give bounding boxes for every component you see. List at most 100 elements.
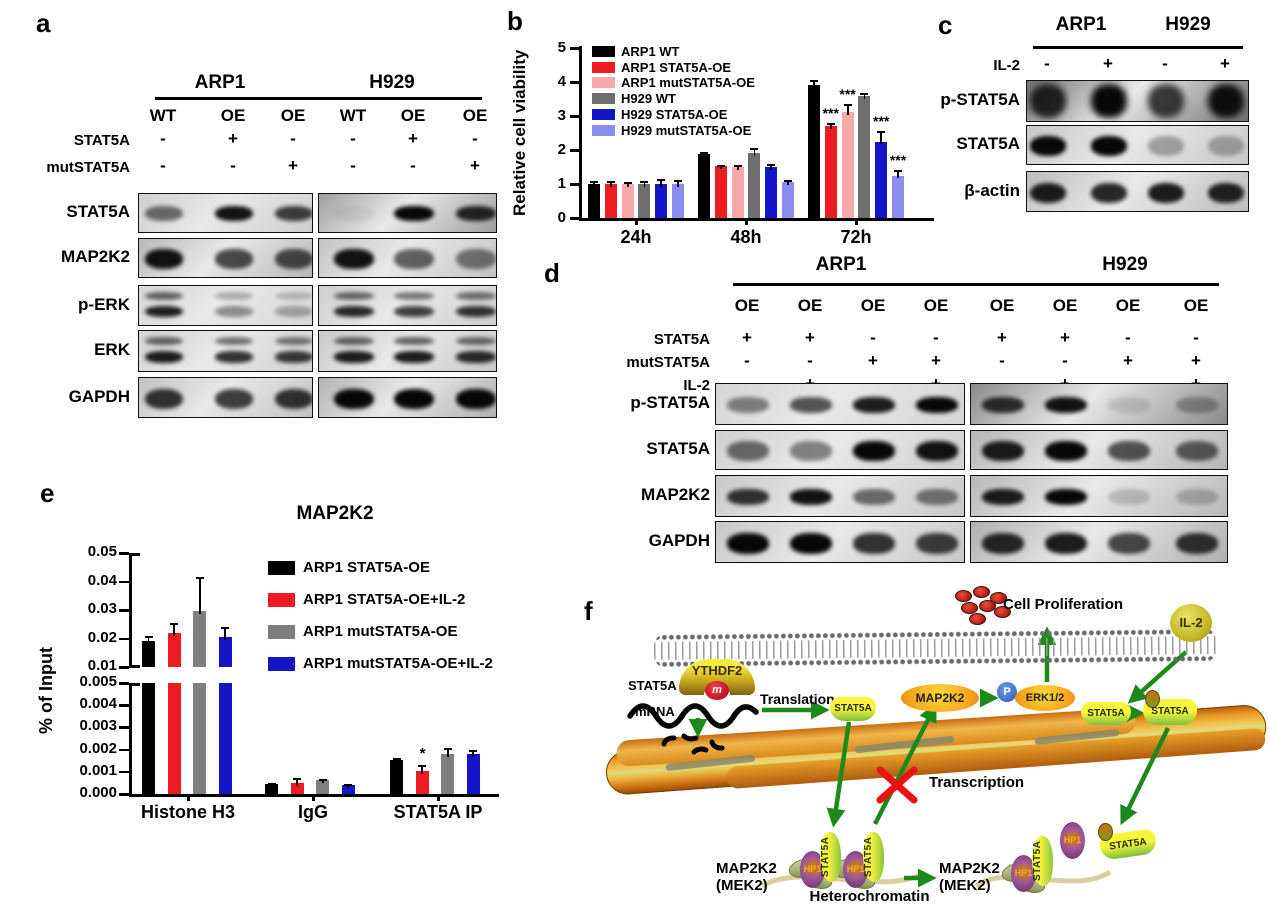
error-bar-cap <box>640 180 649 183</box>
lane-label: OE <box>1052 296 1078 315</box>
blot-label: p-STAT5A <box>630 393 710 412</box>
error-bar-stem <box>446 748 449 758</box>
blot-box <box>138 377 313 418</box>
y-tick <box>119 666 129 669</box>
cell-icon <box>979 600 996 612</box>
error-bar-cap <box>221 627 230 630</box>
blot-band <box>214 336 254 346</box>
blot-band <box>916 441 958 462</box>
stat5a-to-nucleus-arrow <box>826 721 852 828</box>
blot-band <box>214 291 254 300</box>
blot-box <box>1026 171 1249 212</box>
condition-symbol: - <box>744 351 750 370</box>
error-bar-cap <box>392 758 401 761</box>
legend-swatch <box>268 593 295 607</box>
stat5a-gene-label: STAT5A <box>628 678 677 693</box>
blot-band <box>1207 136 1245 157</box>
error-bar-stem <box>610 180 612 187</box>
blot-band <box>274 206 312 222</box>
blot-label: MAP2K2 <box>61 247 130 266</box>
condition-label: IL-2 <box>683 377 710 394</box>
blot-band <box>727 396 769 413</box>
legend-swatch <box>592 108 615 120</box>
bar <box>824 126 837 218</box>
map2k2-label-line2: (MEK2) <box>939 877 991 895</box>
heterochromatin-label: Heterochromatin <box>809 888 930 905</box>
blot-band <box>727 488 769 505</box>
y-tick-label: 4 <box>557 73 566 90</box>
y-tick <box>570 217 579 220</box>
blot-band <box>1175 488 1219 505</box>
blot-band <box>1147 182 1185 204</box>
blot-label: MAP2K2 <box>641 485 710 504</box>
legend-label: ARP1 mutSTAT5A-OE <box>303 623 458 640</box>
blot-band <box>1044 532 1088 554</box>
blot-box <box>715 383 965 425</box>
blot-box <box>970 383 1228 425</box>
error-bar-stem <box>296 778 298 786</box>
blot-band <box>274 249 312 270</box>
error-bar-cap <box>843 104 852 107</box>
error-bar-stem <box>347 784 350 788</box>
x-axis-line <box>579 218 934 221</box>
y-tick-label: 0.002 <box>79 739 117 757</box>
bar <box>441 754 455 794</box>
x-tick <box>186 794 190 801</box>
error-bar-stem <box>770 163 773 170</box>
condition-symbol: + <box>1123 351 1133 370</box>
error-bar-stem <box>472 749 475 758</box>
blot-band <box>144 206 184 222</box>
blot-band <box>394 388 434 410</box>
condition-symbol: - <box>472 129 478 148</box>
blot-band <box>456 305 496 318</box>
condition-symbol: + <box>997 328 1007 347</box>
blot-label: STAT5A <box>66 202 130 221</box>
error-bar-cap <box>810 80 818 83</box>
blot-band <box>214 249 254 270</box>
y-tick <box>570 81 579 84</box>
error-bar-stem <box>643 180 646 187</box>
blot-band <box>1044 441 1088 462</box>
header-underline <box>733 283 1219 286</box>
lane-label: OE <box>860 296 886 315</box>
blot-box <box>318 193 497 233</box>
blot-band <box>727 441 769 462</box>
error-bar-cap <box>418 765 427 768</box>
x-tick <box>744 218 748 225</box>
significance-stars: * <box>419 745 426 763</box>
condition-label: STAT5A <box>73 132 130 149</box>
blot-band <box>727 532 769 554</box>
blot-box <box>970 521 1228 563</box>
condition-symbol: - <box>290 129 296 148</box>
lane-label: OE <box>989 296 1015 315</box>
legend-swatch <box>592 61 615 73</box>
error-bar-cap <box>877 130 886 133</box>
error-bar-stem <box>787 179 789 186</box>
x-category-label: 48h <box>730 227 762 247</box>
condition-label: IL-2 <box>993 57 1020 74</box>
error-bar-stem <box>270 782 273 787</box>
bar <box>731 167 744 218</box>
transcription-label: Transcription <box>929 774 1025 791</box>
blot-band <box>144 336 184 346</box>
bar <box>218 683 232 794</box>
lane-label: WT <box>149 106 177 125</box>
map2k2-mek2-label: MAP2K2 (MEK2) <box>939 860 1024 895</box>
blot-band <box>214 206 254 222</box>
y-axis-line <box>579 46 582 221</box>
blot-band <box>916 532 958 554</box>
y-tick <box>570 183 579 186</box>
bar <box>638 184 651 218</box>
stat5a-protein: STAT5A <box>1081 702 1131 725</box>
y-tick-label: 0.004 <box>79 695 117 713</box>
y-tick-label: 0.01 <box>87 657 117 674</box>
blot-box <box>318 285 497 326</box>
error-bar-cap <box>606 180 615 183</box>
condition-symbol: + <box>228 129 238 148</box>
legend-swatch <box>592 46 615 57</box>
legend-swatch <box>268 625 295 639</box>
blot-band <box>334 336 374 346</box>
blot-box <box>715 430 965 470</box>
condition-symbol: + <box>1103 54 1113 73</box>
condition-symbol: - <box>1162 54 1168 73</box>
